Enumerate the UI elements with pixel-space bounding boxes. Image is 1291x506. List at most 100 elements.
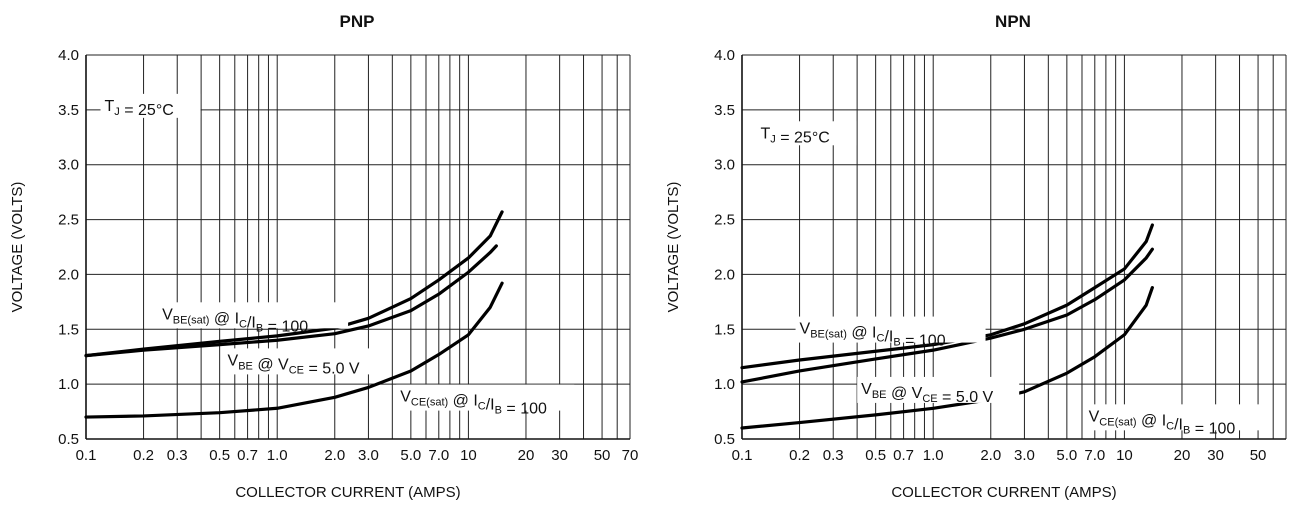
x-tick-label: 2.0 [324,447,345,464]
annotation-part: /I [486,397,495,414]
y-tick-label: 2.5 [58,212,79,229]
series-line-vbe [740,247,1154,384]
temperature-annotation: TJ = 25°C [105,98,174,119]
y-tick-label: 1.5 [58,321,79,338]
x-tick-label: 1.0 [923,447,944,464]
x-tick-label: 1.0 [267,447,288,464]
annotation-part: @ I [209,310,239,327]
y-tick-label: 4.0 [58,47,79,64]
x-tick-label: 7.0 [1084,447,1105,464]
x-tick-label: 20 [1174,447,1191,464]
annotation-sub: J [770,133,776,145]
annotation-part: @ I [1137,412,1167,429]
x-tick-label: 0.5 [209,447,230,464]
x-tick-label: 5.0 [400,447,421,464]
x-tick-label: 0.7 [893,447,914,464]
y-tick-label: 1.5 [714,321,735,338]
x-tick-label: 30 [1207,447,1224,464]
y-axis-label: VOLTAGE (VOLTS) [9,182,26,313]
y-tick-label: 3.5 [58,102,79,119]
y-tick-label: 4.0 [714,47,735,64]
chart-pnp: PNP 0.5 1.0 1.5 2.0 2.5 3.0 3.5 4.0 0.1 0.2 0.3 0.5 0… [9,12,638,501]
x-axis-label: COLLECTOR CURRENT (AMPS) [235,484,460,501]
annotation-part: = 100 [502,401,547,418]
annotation-sub: BE(sat) [810,329,847,341]
annotation-sub: CE(sat) [1099,416,1136,428]
annotation-bg [158,302,349,329]
series-line-vcesat [740,285,1154,430]
annotation-bg [100,93,201,118]
annotation-bg [396,384,575,411]
annotation-part: = 100 [1190,420,1235,437]
y-tick-label: 3.5 [714,102,735,119]
chart-npn: NPN 0.5 1.0 1.5 2.0 2.5 3.0 3.5 4.0 0.1 0.2 0.3 0.5 0… [665,12,1287,501]
annotation-sub: B [256,322,263,334]
annotation-sub: C [1166,420,1174,432]
annotation-bg [1084,404,1263,431]
x-tick-label: 5.0 [1056,447,1077,464]
vbesat-annotation: VBE(sat) @ IC/IB = 100 [162,306,308,335]
y-tick-label: 2.0 [58,266,79,283]
vertical-grid [741,55,1287,439]
y-tick-label: 2.0 [714,266,735,283]
annotation-part: = 100 [263,318,308,335]
x-tick-label: 3.0 [1014,447,1035,464]
vcesat-annotation: VCE(sat) @ IC/IB = 100 [400,389,547,418]
annotation-sub: BE [872,389,887,401]
annotation-part: @ I [847,325,877,342]
annotation-bg [857,376,1020,403]
annotation-part: V [228,352,239,369]
x-tick-label: 0.1 [76,447,97,464]
annotation-part: @ V [887,385,923,402]
y-tick-label: 1.0 [714,376,735,393]
x-tick-label: 0.2 [789,447,810,464]
annotation-part: = 5.0 V [304,360,360,377]
annotation-part: V [162,306,173,323]
vbe-annotation: VBE @ VCE = 5.0 V [861,381,993,406]
y-tick-label: 3.0 [58,157,79,174]
annotation-part: @ I [448,393,478,410]
y-axis-label: VOLTAGE (VOLTS) [665,182,682,313]
x-tick-label: 2.0 [980,447,1001,464]
x-tick-label: 7.0 [428,447,449,464]
vcesat-annotation: VCE(sat) @ IC/IB = 100 [1089,408,1236,437]
annotation-sub: CE [289,364,304,376]
annotation-part: = 5.0 V [938,389,994,406]
series-line-vcesat [84,281,504,419]
x-tick-label: 20 [518,447,535,464]
annotation-bg [223,348,386,375]
annotation-part: /I [884,329,893,346]
annotation-bg [795,316,986,343]
annotation-bg [756,121,857,146]
x-tick-label: 0.1 [732,447,753,464]
vertical-grid [85,55,631,439]
chart-title: NPN [995,12,1031,31]
annotation-sub: B [495,405,502,417]
y-tick-label: 0.5 [58,431,79,448]
x-axis-label: COLLECTOR CURRENT (AMPS) [891,484,1116,501]
x-tick-label: 50 [594,447,611,464]
annotation-sub: CE(sat) [411,397,448,409]
annotation-part: = 100 [901,333,946,350]
chart-title: PNP [340,12,375,31]
y-tick-label: 0.5 [714,431,735,448]
y-tick-label: 3.0 [714,157,735,174]
vbe-annotation: VBE @ VCE = 5.0 V [228,352,360,377]
annotation-part: = 25°C [776,129,830,146]
annotation-part: V [800,321,811,338]
y-tick-label: 1.0 [58,376,79,393]
temperature-annotation: TJ = 25°C [761,125,830,146]
annotation-sub: C [239,318,247,330]
horizontal-grid [86,54,630,440]
x-tick-label: 70 [622,447,639,464]
x-tick-label: 0.5 [865,447,886,464]
x-tick-label: 30 [551,447,568,464]
annotation-part: @ V [253,356,289,373]
annotation-sub: C [876,333,884,345]
x-tick-label: 10 [460,447,477,464]
x-tick-label: 0.7 [237,447,258,464]
annotation-part: V [1089,408,1100,425]
annotation-sub: B [893,337,900,349]
annotation-part: V [400,389,411,406]
